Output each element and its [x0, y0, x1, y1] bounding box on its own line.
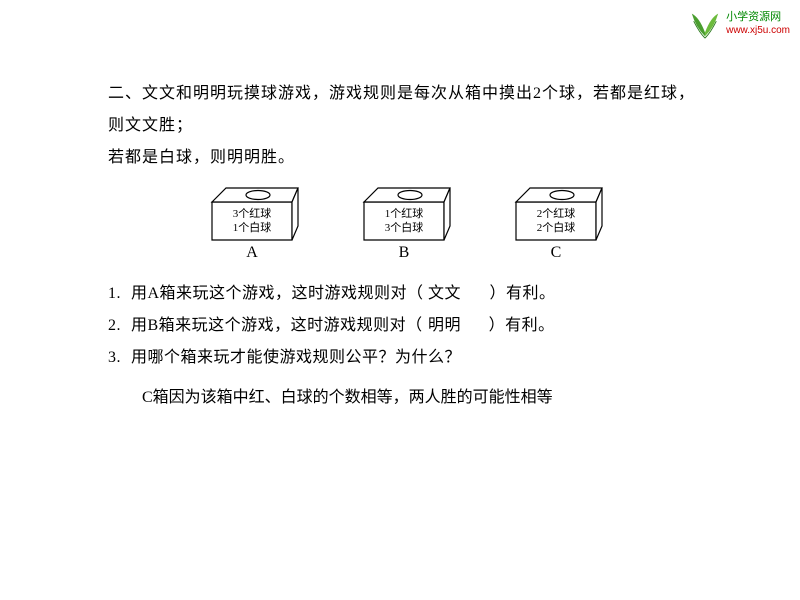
box-b-line2: 3个白球 — [385, 220, 424, 234]
box-a-svg: 3个红球 1个白球 — [202, 182, 302, 242]
q1-num: 1. — [108, 285, 121, 302]
questions: 1. 用A箱来玩这个游戏，这时游戏规则对（ ）有利。 文文 2. 用B箱来玩这个游戏… — [108, 278, 700, 414]
logo-text: 小学资源网 www.xj5u.com — [726, 11, 790, 36]
q2-answer: 明明 — [428, 310, 461, 342]
question-3: 3. 用哪个箱来玩才能使游戏规则公平？为什么？ — [108, 342, 700, 374]
q3-num: 3. — [108, 349, 121, 366]
intro-text: 二、文文和明明玩摸球游戏，游戏规则是每次从箱中摸出2个球，若都是红球，则文文胜；… — [108, 78, 700, 174]
logo-cn: 小学资源网 — [726, 11, 790, 24]
q2-num: 2. — [108, 317, 121, 334]
box-a-line1: 3个红球 — [233, 206, 272, 220]
box-c-line2: 2个白球 — [537, 220, 576, 234]
q3-text: 用哪个箱来玩才能使游戏规则公平？为什么？ — [131, 349, 461, 366]
box-a-label: A — [246, 244, 258, 262]
intro-line2: 若都是白球，则明明胜。 — [108, 149, 295, 166]
box-b-svg: 1个红球 3个白球 — [354, 182, 454, 242]
q3-answer: C箱因为该箱中红、白球的个数相等，两人胜的可能性相等 — [142, 382, 700, 414]
box-c-svg: 2个红球 2个白球 — [506, 182, 606, 242]
box-b-line1: 1个红球 — [385, 206, 424, 220]
q1-text: 用A箱来玩这个游戏，这时游戏规则对（ ）有利。 — [131, 285, 556, 302]
site-logo: 小学资源网 www.xj5u.com — [686, 8, 790, 40]
box-b: 1个红球 3个白球 B — [354, 182, 454, 262]
boxes-row: 3个红球 1个白球 A 1个红球 3个白球 B 2个 — [108, 182, 700, 262]
box-c-label: C — [551, 244, 562, 262]
question-1: 1. 用A箱来玩这个游戏，这时游戏规则对（ ）有利。 文文 — [108, 278, 700, 310]
intro-line1: 二、文文和明明玩摸球游戏，游戏规则是每次从箱中摸出2个球，若都是红球，则文文胜； — [108, 85, 695, 134]
box-c: 2个红球 2个白球 C — [506, 182, 606, 262]
box-c-line1: 2个红球 — [537, 206, 576, 220]
main-content: 二、文文和明明玩摸球游戏，游戏规则是每次从箱中摸出2个球，若都是红球，则文文胜；… — [108, 78, 700, 414]
q1-answer: 文文 — [428, 278, 461, 310]
leaf-icon — [686, 8, 724, 40]
q2-text: 用B箱来玩这个游戏，这时游戏规则对（ ）有利。 — [131, 317, 555, 334]
box-b-label: B — [399, 244, 410, 262]
logo-url: www.xj5u.com — [726, 25, 790, 37]
question-2: 2. 用B箱来玩这个游戏，这时游戏规则对（ ）有利。 明明 — [108, 310, 700, 342]
box-a-line2: 1个白球 — [233, 220, 272, 234]
box-a: 3个红球 1个白球 A — [202, 182, 302, 262]
